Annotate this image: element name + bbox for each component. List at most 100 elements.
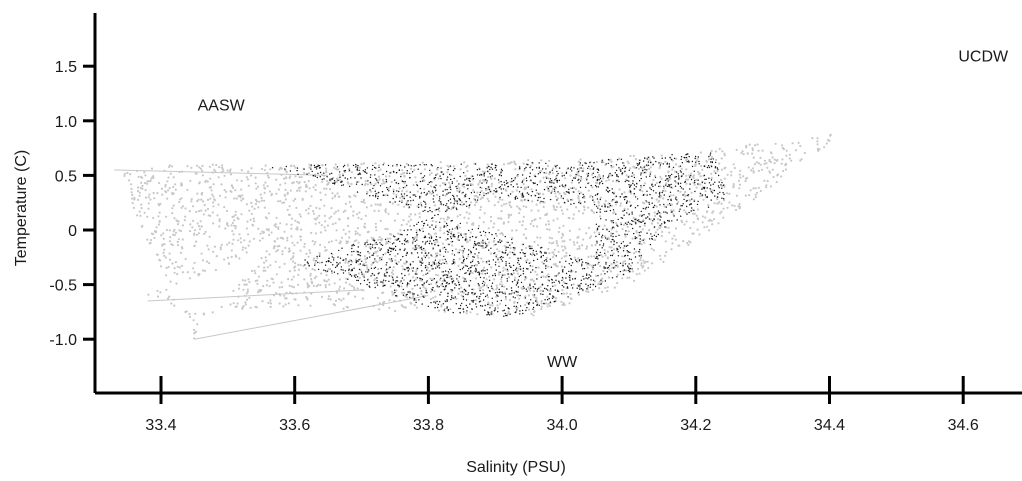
- data-point: [299, 186, 302, 189]
- data-point: [539, 289, 542, 292]
- data-point: [426, 292, 428, 294]
- data-point: [599, 177, 602, 180]
- data-point: [581, 244, 584, 247]
- data-point: [715, 172, 717, 174]
- data-point: [152, 191, 155, 195]
- data-point: [730, 170, 733, 173]
- data-point: [458, 187, 461, 190]
- data-point: [557, 290, 560, 293]
- data-point: [516, 306, 519, 309]
- data-point: [624, 166, 627, 169]
- data-point: [497, 201, 500, 204]
- data-point: [453, 195, 455, 197]
- data-point: [136, 189, 140, 193]
- data-point: [640, 172, 642, 174]
- data-point: [150, 167, 154, 170]
- data-point: [703, 226, 706, 229]
- data-point: [307, 172, 310, 175]
- data-point: [663, 194, 665, 196]
- data-point: [309, 272, 312, 275]
- data-point: [479, 194, 481, 196]
- data-point: [293, 269, 296, 272]
- data-point: [600, 279, 602, 281]
- data-point: [655, 205, 658, 208]
- data-point: [394, 309, 397, 313]
- data-point: [274, 223, 277, 226]
- x-tick-label: 34.6: [948, 417, 979, 434]
- data-point: [180, 206, 183, 209]
- data-point: [635, 273, 638, 276]
- data-point: [558, 280, 560, 283]
- data-point: [562, 249, 565, 252]
- data-point: [585, 247, 588, 250]
- data-point: [266, 185, 269, 188]
- data-point: [536, 184, 539, 186]
- data-point: [392, 190, 395, 193]
- data-point: [616, 247, 618, 250]
- data-point: [465, 221, 469, 224]
- data-point: [613, 286, 616, 289]
- data-point: [610, 262, 613, 266]
- data-point: [437, 303, 439, 306]
- data-point: [619, 262, 622, 264]
- data-point: [395, 262, 397, 264]
- data-point: [371, 246, 374, 248]
- data-point: [458, 191, 460, 193]
- data-point: [519, 305, 522, 307]
- data-point: [570, 166, 573, 168]
- data-point: [601, 236, 603, 238]
- data-point: [587, 262, 589, 265]
- data-point: [429, 209, 431, 212]
- data-point: [161, 193, 164, 196]
- data-point: [464, 179, 466, 181]
- data-point: [516, 302, 519, 304]
- data-point: [610, 199, 613, 202]
- data-point: [419, 180, 422, 183]
- data-point: [156, 295, 160, 298]
- data-point: [461, 249, 464, 252]
- data-point: [479, 289, 481, 292]
- data-point: [774, 142, 777, 145]
- data-point: [407, 229, 409, 231]
- data-point: [576, 247, 579, 251]
- data-point: [356, 227, 359, 230]
- data-point: [542, 168, 544, 170]
- data-point: [495, 188, 497, 190]
- data-point: [421, 303, 423, 305]
- data-point: [268, 285, 271, 288]
- data-point: [148, 180, 151, 183]
- data-point: [703, 186, 706, 189]
- data-point: [205, 260, 209, 263]
- data-point: [642, 160, 645, 162]
- data-point: [573, 256, 576, 259]
- data-point: [483, 277, 485, 279]
- data-point: [717, 168, 719, 170]
- data-point: [575, 271, 577, 273]
- data-point: [578, 247, 581, 250]
- data-point: [278, 168, 281, 171]
- data-point: [229, 303, 232, 306]
- data-point: [573, 177, 575, 179]
- data-point: [378, 259, 381, 262]
- data-point: [468, 249, 470, 251]
- data-point: [497, 179, 500, 181]
- data-point: [501, 184, 503, 186]
- data-point: [579, 288, 581, 290]
- data-point: [333, 166, 336, 169]
- data-point: [337, 256, 339, 258]
- data-point: [435, 236, 438, 238]
- data-point: [524, 276, 526, 278]
- data-point: [414, 278, 417, 281]
- data-point: [451, 244, 454, 247]
- data-point: [574, 175, 577, 178]
- data-point: [567, 287, 569, 289]
- data-point: [691, 160, 694, 163]
- data-point: [652, 163, 654, 165]
- data-point: [548, 293, 551, 295]
- data-point: [423, 179, 426, 182]
- data-point: [406, 284, 408, 286]
- data-point: [485, 242, 487, 245]
- data-point: [283, 262, 286, 265]
- data-point: [524, 199, 526, 201]
- data-point: [172, 185, 175, 189]
